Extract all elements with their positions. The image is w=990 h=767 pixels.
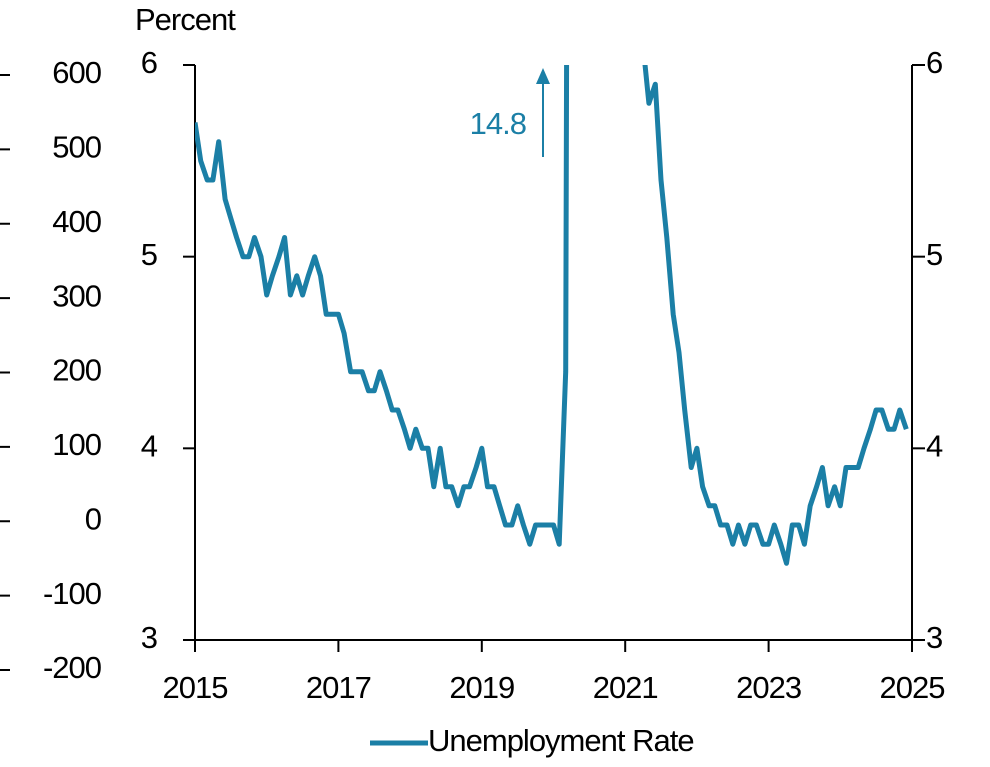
x-tick-label: 2017 — [306, 670, 371, 705]
annotation: 14.8 — [470, 106, 526, 141]
y2-tick-label: 3 — [926, 620, 942, 655]
x-tick-label: 2025 — [880, 670, 945, 705]
y-axis-label: Percent — [135, 2, 236, 37]
y-tick-label: 300 — [52, 278, 101, 313]
y2-tick-label: 6 — [926, 45, 942, 80]
y-tick-label: 6 — [141, 45, 157, 80]
y-tick-label: 500 — [52, 130, 101, 165]
y-tick-label: 200 — [52, 353, 101, 388]
x-tick-label: 2015 — [163, 670, 228, 705]
y2-tick-label: 4 — [926, 429, 943, 464]
y-tick-label: 3 — [141, 620, 157, 655]
annotation-arrowhead — [536, 68, 550, 84]
legend-label: Unemployment Rate — [428, 723, 694, 758]
y-tick-label: -200 — [43, 650, 102, 685]
y-tick-label: 5 — [141, 237, 157, 272]
y2-tick-label: 5 — [926, 237, 942, 272]
y-tick-label: 100 — [52, 427, 101, 462]
y-tick-label: 0 — [85, 501, 102, 536]
y-tick-label: 400 — [52, 204, 101, 239]
x-tick-label: 2023 — [736, 670, 801, 705]
y-tick-label: 4 — [141, 429, 158, 464]
plot-area — [195, 65, 909, 566]
x-tick-label: 2019 — [449, 670, 514, 705]
y-tick-label: 600 — [52, 55, 101, 90]
y-tick-label: -100 — [43, 576, 102, 611]
line-series — [195, 65, 909, 566]
x-tick-label: 2021 — [593, 670, 658, 705]
